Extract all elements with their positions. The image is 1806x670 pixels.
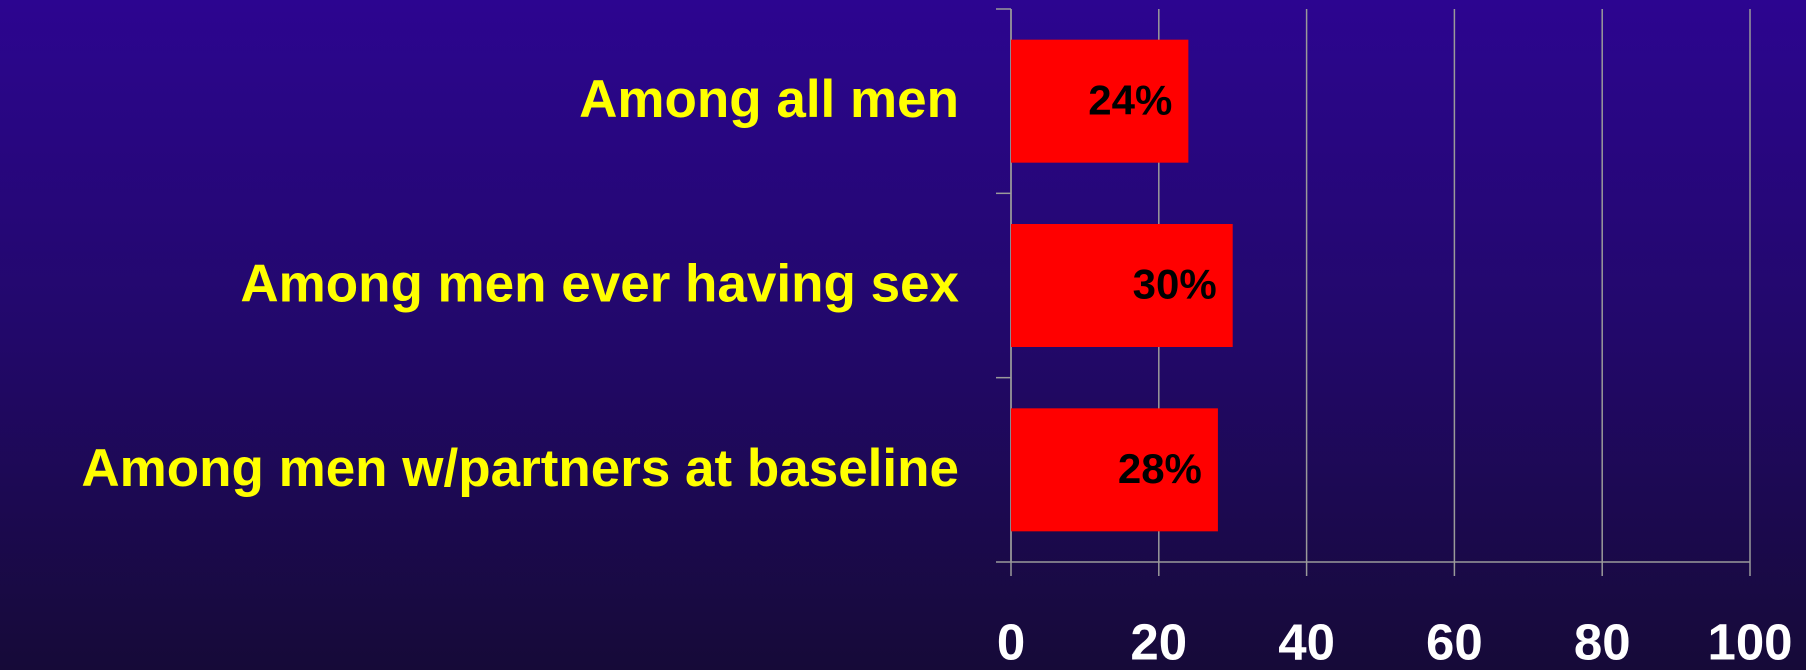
x-tick-label: 40 [1278, 613, 1335, 670]
data-label: 24% [1088, 76, 1172, 123]
x-tick-label: 100 [1707, 613, 1792, 670]
category-label: Among men w/partners at baseline [81, 439, 959, 498]
x-tick-label: 20 [1130, 613, 1187, 670]
x-tick-label: 0 [997, 613, 1025, 670]
x-tick-label: 60 [1426, 613, 1483, 670]
bar [1011, 408, 1218, 532]
bar [1011, 224, 1233, 347]
bar [1011, 39, 1189, 163]
x-tick-label: 80 [1574, 613, 1631, 670]
data-label: 28% [1118, 445, 1202, 492]
category-label: Among all men [579, 70, 959, 129]
category-label: Among men ever having sex [240, 255, 959, 314]
data-label: 30% [1133, 261, 1217, 308]
